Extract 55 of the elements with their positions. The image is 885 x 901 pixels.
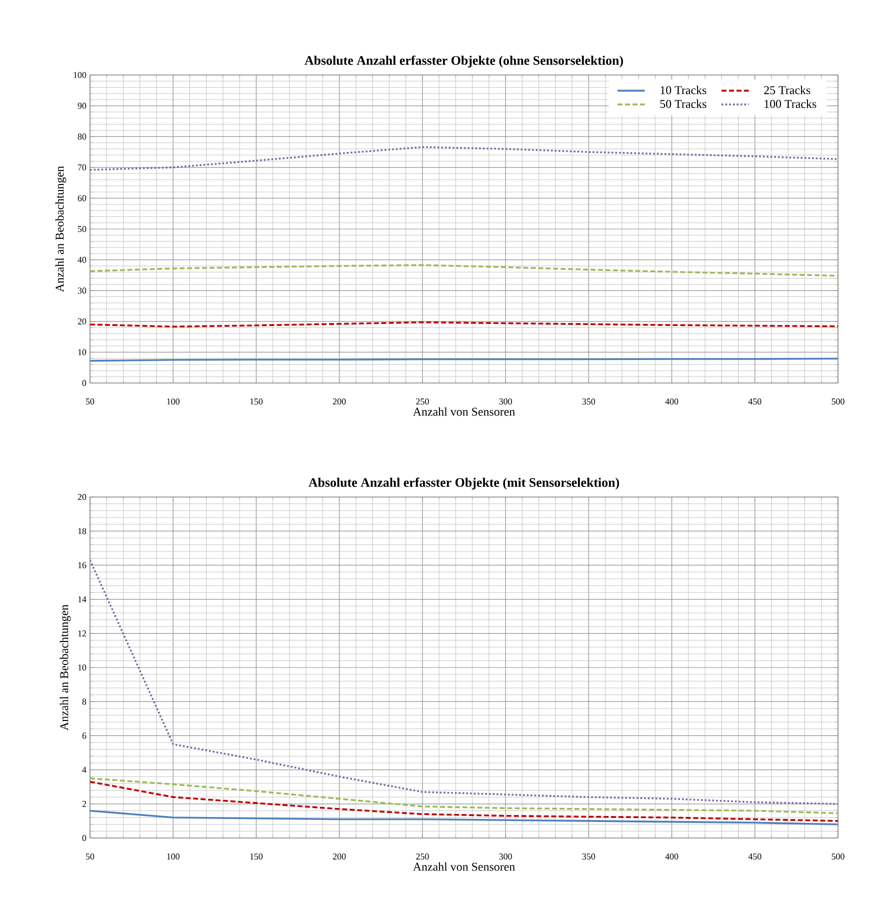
y-tick-label: 8 (82, 698, 86, 705)
y-tick-label: 60 (78, 195, 86, 202)
x-tick-label: 250 (416, 853, 429, 860)
y-tick-label: 4 (82, 766, 86, 773)
x-tick-label: 200 (333, 853, 346, 860)
y-axis-title: Anzahl an Beobachtungen (55, 166, 66, 292)
x-tick-label: 400 (665, 398, 678, 405)
y-tick-label: 0 (82, 834, 86, 842)
y-tick-label: 90 (78, 102, 86, 109)
line-series (90, 146, 838, 171)
y-tick-label: 10 (78, 664, 86, 671)
x-tick-label: 500 (832, 853, 844, 860)
y-tick-label: 2 (82, 800, 86, 807)
x-tick-label: 150 (250, 398, 263, 405)
x-tick-label: 100 (167, 853, 180, 860)
x-tick-label: 450 (748, 398, 762, 405)
x-axis-title: Anzahl von Sensoren (412, 407, 515, 416)
y-tick-label: 20 (78, 494, 86, 500)
x-tick-label: 100 (167, 398, 180, 405)
x-tick-label: 350 (582, 853, 596, 860)
y-axis-title: Anzahl an Beobachtungen (60, 604, 71, 730)
x-tick-label: 500 (832, 398, 844, 405)
legend-label: 100 Tracks (764, 100, 816, 108)
x-tick-label: 350 (582, 398, 596, 405)
y-tick-label: 80 (78, 134, 86, 140)
y-tick-label: 16 (78, 562, 86, 568)
legend-label: 25 Tracks (764, 86, 810, 94)
y-tick-label: 6 (82, 732, 86, 739)
chart-title: Absolute Anzahl erfasster Objekte (mit Sensorselektion) (308, 478, 620, 490)
line-series (90, 780, 838, 822)
y-tick-label: 50 (78, 226, 86, 232)
y-tick-label: 30 (78, 288, 86, 294)
chart-title: Absolute Anzahl erfasster Objekte (ohne Sensorselektion) (304, 56, 623, 68)
legend-label: 50 Tracks (660, 100, 706, 108)
x-tick-label: 150 (250, 853, 263, 860)
legend-label: 10 Tracks (660, 86, 706, 94)
y-tick-label: 10 (78, 349, 86, 356)
x-tick-label: 400 (665, 853, 678, 860)
x-tick-label: 450 (748, 853, 762, 860)
y-tick-label: 70 (78, 164, 86, 170)
y-tick-label: 100 (74, 72, 86, 78)
x-tick-label: 200 (333, 398, 346, 405)
y-tick-label: 20 (78, 318, 86, 324)
x-tick-label: 300 (499, 853, 512, 860)
y-tick-label: 40 (78, 256, 86, 263)
y-tick-label: 18 (78, 528, 86, 534)
line-series (90, 559, 838, 805)
x-tick-label: 300 (499, 398, 512, 405)
x-tick-label: 250 (416, 398, 429, 405)
y-tick-label: 14 (78, 596, 86, 602)
y-tick-label: 12 (78, 630, 86, 636)
line-series (90, 264, 838, 277)
y-tick-label: 0 (82, 380, 86, 386)
x-axis-title: Anzahl von Sensoren (412, 862, 515, 871)
line-series (90, 777, 838, 814)
